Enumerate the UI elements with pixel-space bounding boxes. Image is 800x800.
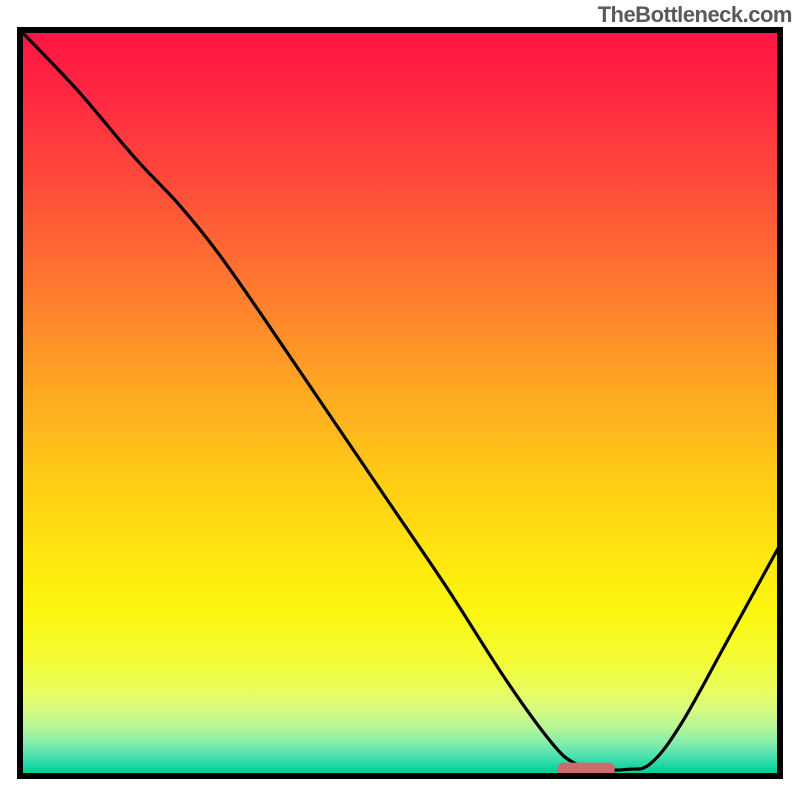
gradient-background — [20, 30, 780, 776]
chart-container: { "watermark": { "text": "TheBottleneck.… — [0, 0, 800, 800]
bottleneck-chart — [0, 0, 800, 800]
watermark-text: TheBottleneck.com — [598, 2, 792, 28]
